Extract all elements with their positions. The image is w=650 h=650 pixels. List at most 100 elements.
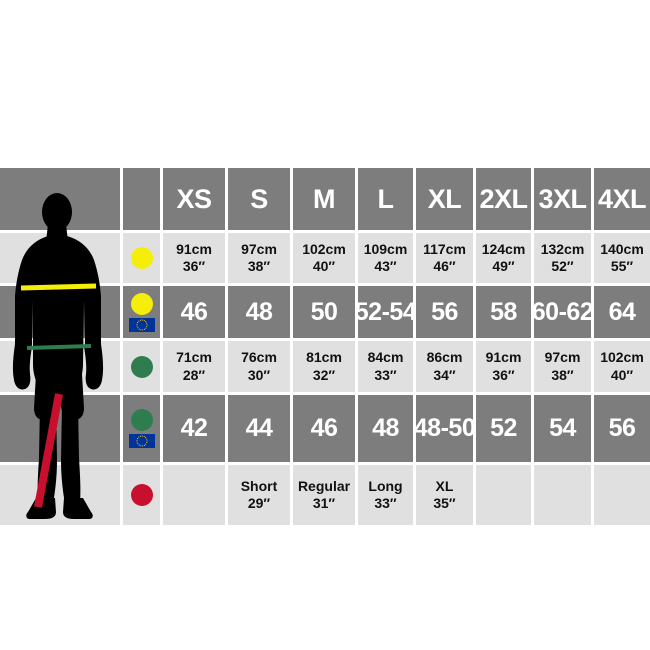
cell-value-secondary: 36″ xyxy=(492,366,515,383)
green-circle-icon xyxy=(130,409,153,431)
column-header-label: M xyxy=(313,183,336,214)
cell-value-primary: Regular xyxy=(297,477,351,494)
cell-value-secondary: 34″ xyxy=(433,366,456,383)
table-header-row: XS S M L XL 2XL 3XL 4XL xyxy=(0,168,650,230)
column-header-4xl: 4XL xyxy=(594,168,650,230)
table-cell: 46 xyxy=(163,286,225,338)
cell-value-secondary: 49″ xyxy=(492,258,515,274)
table-cell xyxy=(534,465,591,525)
table-cell: 81cm 32″ xyxy=(293,341,355,392)
table-cell: Regular 31″ xyxy=(293,465,355,525)
table-cell: 140cm 55″ xyxy=(594,233,650,283)
cell-value-primary: 81cm xyxy=(306,349,342,365)
column-header-label: XL xyxy=(427,183,462,214)
green-dot-icon xyxy=(130,355,153,378)
column-header-l: L xyxy=(358,168,413,230)
column-header-m: M xyxy=(293,168,355,230)
table-cell: 64 xyxy=(594,286,650,338)
cell-value-secondary: 38″ xyxy=(247,258,271,274)
cell-value-secondary: 36″ xyxy=(182,258,206,274)
cell-value-primary: 46 xyxy=(180,297,208,326)
eu-stars-icon xyxy=(136,319,147,330)
column-header-label: L xyxy=(377,183,395,214)
cell-value-secondary: 30″ xyxy=(247,366,271,383)
cell-value-secondary: 32″ xyxy=(312,366,336,383)
size-chart-table: XS S M L XL 2XL 3XL 4XL xyxy=(0,168,650,525)
cell-value-primary: 46 xyxy=(310,414,338,442)
cell-value-primary: 91cm xyxy=(485,349,522,365)
yellow-dot-eu-flag-icon xyxy=(128,292,155,332)
table-cell: XL 35″ xyxy=(416,465,473,525)
cell-value-secondary: 29″ xyxy=(247,495,271,511)
column-header-label: 2XL xyxy=(479,183,528,214)
table-cell: 48 xyxy=(228,286,290,338)
table-cell: 109cm 43″ xyxy=(358,233,413,283)
row-figure-cell xyxy=(0,341,120,392)
cell-value-primary: Short xyxy=(240,477,278,494)
table-cell: 48 xyxy=(358,395,413,462)
table-cell: Long 33″ xyxy=(358,465,413,525)
cell-value-secondary: 55″ xyxy=(610,258,634,274)
eu-stars-icon xyxy=(136,435,147,447)
red-circle-icon xyxy=(130,484,153,506)
cell-value-primary: 52 xyxy=(490,414,517,442)
column-header-label: 4XL xyxy=(597,183,647,214)
table-row: 42 44 46 48 48-50 52 54 56 xyxy=(0,395,650,462)
row-icon-cell-chest xyxy=(123,233,160,283)
table-cell: 60-62 xyxy=(532,286,594,338)
cell-value-primary: 64 xyxy=(608,297,636,326)
table-row: 46 48 50 52-54 56 58 60-62 64 xyxy=(0,286,650,338)
row-icon-cell-waist-eu xyxy=(123,395,160,462)
table-cell: 52-54 xyxy=(354,286,417,338)
cell-value-secondary: 31″ xyxy=(312,495,336,511)
yellow-circle-icon xyxy=(130,292,153,315)
cell-value-primary: 48 xyxy=(372,414,399,442)
cell-value-primary: 58 xyxy=(490,297,517,326)
cell-value-secondary: 43″ xyxy=(374,258,397,274)
table-cell: 50 xyxy=(293,286,355,338)
cell-value-primary: 52-54 xyxy=(354,297,417,326)
red-dot-icon xyxy=(130,484,153,506)
column-header-2xl: 2XL xyxy=(476,168,531,230)
table-row: 71cm 28″ 76cm 30″ 81cm 32″ 84cm 33″ 86cm… xyxy=(0,341,650,392)
row-icon-cell-waist xyxy=(123,341,160,392)
column-header-label: 3XL xyxy=(538,183,587,214)
table-cell: 52 xyxy=(476,395,531,462)
cell-value-primary: 132cm xyxy=(540,240,585,257)
cell-value-primary: 97cm xyxy=(544,349,581,365)
column-header-label: XS xyxy=(176,183,212,214)
table-cell: 97cm 38″ xyxy=(534,341,591,392)
table-cell: 102cm 40″ xyxy=(594,341,650,392)
green-circle-icon xyxy=(130,355,153,378)
table-cell: 76cm 30″ xyxy=(228,341,290,392)
cell-value-primary: 97cm xyxy=(241,240,277,257)
table-cell: 42 xyxy=(163,395,225,462)
table-cell: 84cm 33″ xyxy=(358,341,413,392)
table-cell: 124cm 49″ xyxy=(476,233,531,283)
eu-flag-icon xyxy=(128,434,155,448)
table-cell: 91cm 36″ xyxy=(163,233,225,283)
green-dot-eu-flag-icon xyxy=(128,409,155,448)
table-cell: 44 xyxy=(228,395,290,462)
table-cell: 97cm 38″ xyxy=(228,233,290,283)
cell-value-secondary: 28″ xyxy=(182,366,206,383)
row-figure-cell xyxy=(0,395,120,462)
cell-value-secondary: 46″ xyxy=(433,258,456,274)
table-cell: 71cm 28″ xyxy=(163,341,225,392)
cell-value-primary: 42 xyxy=(180,414,208,442)
column-header-3xl: 3XL xyxy=(534,168,591,230)
yellow-circle-icon xyxy=(130,247,153,269)
cell-value-secondary: 52″ xyxy=(551,258,574,274)
table-cell: Short 29″ xyxy=(228,465,290,525)
column-header-xl: XL xyxy=(416,168,473,230)
table-cell: 132cm 52″ xyxy=(534,233,591,283)
cell-value-primary: XL xyxy=(435,477,454,494)
cell-value-primary: 54 xyxy=(549,414,576,442)
cell-value-primary: Long xyxy=(368,477,403,494)
cell-value-primary: 48 xyxy=(245,297,273,326)
row-figure-cell xyxy=(0,233,120,283)
table-row: Short 29″ Regular 31″ Long 33″ XL 35″ xyxy=(0,465,650,525)
table-cell: 56 xyxy=(594,395,650,462)
table-cell xyxy=(594,465,650,525)
